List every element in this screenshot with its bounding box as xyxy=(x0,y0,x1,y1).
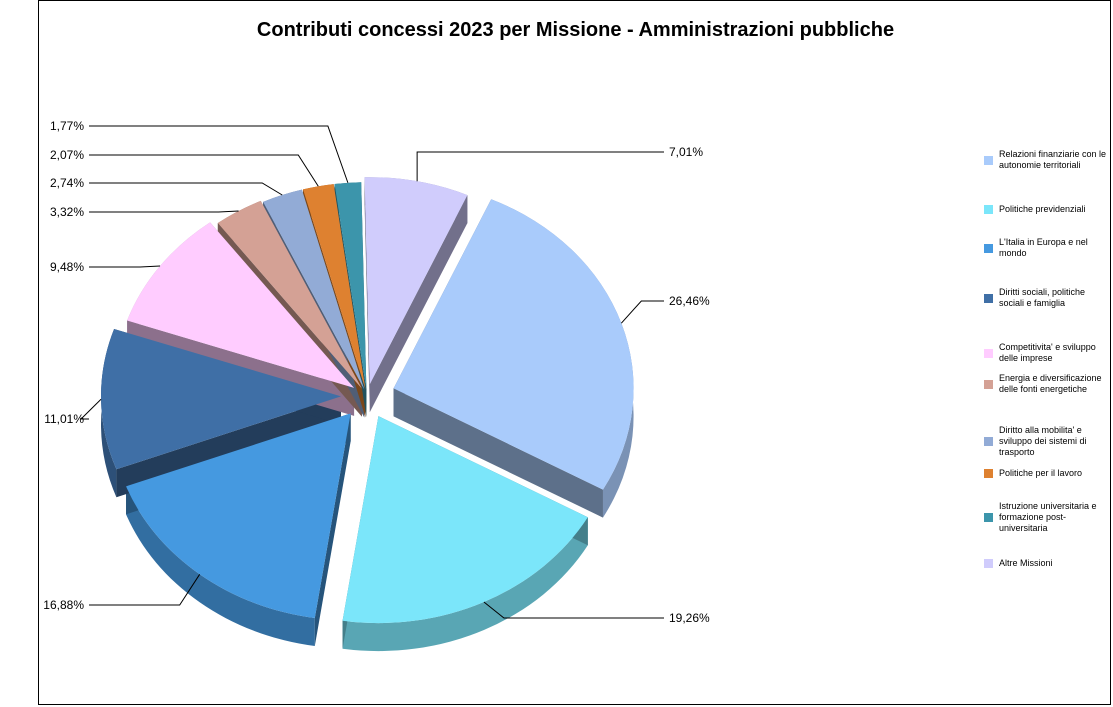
leader-line-6 xyxy=(89,182,283,196)
pie-slice-5 xyxy=(217,200,362,389)
data-label-4: 9,48% xyxy=(50,260,84,274)
leader-line-4 xyxy=(89,265,161,268)
legend-swatch xyxy=(984,437,993,446)
legend-item: Competitivita' e sviluppo delle imprese xyxy=(984,342,1107,364)
pie-slice-3 xyxy=(101,328,342,470)
legend-label: Altre Missioni xyxy=(999,558,1053,568)
legend-swatch xyxy=(984,469,993,478)
pie-slice-8 xyxy=(334,182,367,390)
legend-swatch xyxy=(984,513,993,522)
pie-slice-0 xyxy=(393,199,634,490)
legend-item: Istruzione universitaria e formazione po… xyxy=(984,501,1107,534)
legend-item: Altre Missioni xyxy=(984,558,1107,569)
pie-slice-2 xyxy=(126,413,351,619)
chart-title: Contributi concessi 2023 per Missione - … xyxy=(256,19,895,41)
pie-slice-wall-9-1 xyxy=(369,195,468,413)
legend-label: Politiche per il lavoro xyxy=(999,468,1083,478)
leader-line-8 xyxy=(89,125,349,183)
pie-slice-4 xyxy=(127,222,355,388)
leader-line-7 xyxy=(89,154,319,187)
data-label-1: 19,26% xyxy=(669,611,710,625)
legend-label: L'Italia in Europa e nel mondo xyxy=(999,237,1088,258)
legend-item: Diritto alla mobilita' e sviluppo dei si… xyxy=(984,425,1107,458)
leader-line-3 xyxy=(79,398,102,420)
legend-label: Relazioni finanziarie con le autonomie t… xyxy=(999,149,1107,170)
leader-line-9 xyxy=(416,151,664,182)
data-label-3: 11,01% xyxy=(44,412,84,426)
leader-line-0 xyxy=(620,300,664,324)
pie-slice-7 xyxy=(303,184,366,390)
legend-swatch xyxy=(984,559,993,568)
legend-swatch xyxy=(984,205,993,214)
legend-item: Diritti sociali, politiche sociali e fam… xyxy=(984,287,1107,309)
data-label-9: 7,01% xyxy=(669,145,703,159)
pie-slice-1 xyxy=(342,416,588,624)
leader-line-2 xyxy=(89,574,201,606)
data-label-2: 16,88% xyxy=(43,598,84,612)
pie-slice-wall-9-0 xyxy=(364,177,370,413)
legend-label: Diritti sociali, politiche sociali e fam… xyxy=(999,287,1086,308)
legend-swatch xyxy=(984,293,993,303)
leader-line-5 xyxy=(89,210,239,213)
legend-label: Competitivita' e sviluppo delle imprese xyxy=(999,342,1096,363)
legend-swatch xyxy=(984,155,993,165)
pie-slice-wall-2-0 xyxy=(314,413,351,647)
data-label-8: 1,77% xyxy=(50,119,84,133)
leader-line-1 xyxy=(483,601,664,619)
data-label-0: 26,46% xyxy=(669,294,710,308)
legend-swatch xyxy=(984,379,993,389)
legend-label: Politiche previdenziali xyxy=(999,204,1086,214)
legend-label: Diritto alla mobilita' e sviluppo dei si… xyxy=(999,425,1087,457)
pie-slice-wall-0-1 xyxy=(393,388,603,518)
legend-label: Energia e diversificazione delle fonti e… xyxy=(999,373,1102,394)
pie-slice-9 xyxy=(364,177,468,385)
pie-slice-side-2 xyxy=(126,486,315,647)
legend-item: Relazioni finanziarie con le autonomie t… xyxy=(984,149,1107,171)
legend-swatch xyxy=(984,243,993,253)
data-label-5: 3,32% xyxy=(50,205,84,219)
legend-item: Politiche per il lavoro xyxy=(984,468,1107,479)
legend-swatch xyxy=(984,348,993,358)
data-label-6: 2,74% xyxy=(50,176,84,190)
chart-frame: Contributi concessi 2023 per Missione - … xyxy=(38,0,1111,705)
legend-item: Energia e diversificazione delle fonti e… xyxy=(984,373,1107,395)
pie-slice-6 xyxy=(263,189,365,390)
legend-item: Politiche previdenziali xyxy=(984,204,1107,215)
legend-label: Istruzione universitaria e formazione po… xyxy=(999,501,1097,533)
pie-chart: 26,46% 19,26% 16,88% 11,01% 9,48% 3,32% 2,74% 2… xyxy=(43,119,710,652)
data-label-7: 2,07% xyxy=(50,148,84,162)
pie-slice-side-1 xyxy=(342,517,588,652)
legend-item: L'Italia in Europa e nel mondo xyxy=(984,237,1107,259)
